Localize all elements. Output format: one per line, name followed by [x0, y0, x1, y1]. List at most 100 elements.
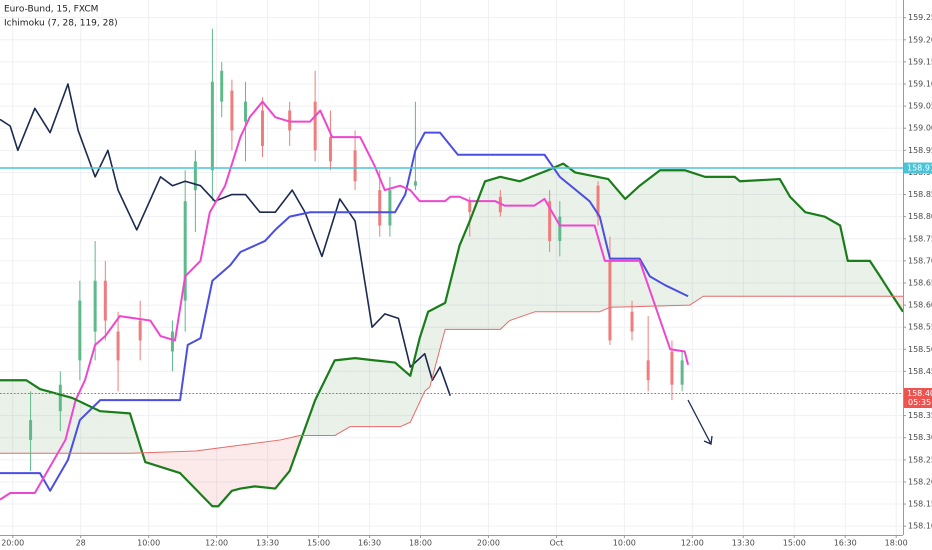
candle-body [313, 101, 317, 151]
cloud-segment [20, 380, 23, 454]
cloud-segment [426, 311, 429, 390]
cloud-segment [93, 407, 96, 454]
candle-body [646, 360, 650, 381]
cloud-segment [839, 225, 841, 297]
cloud-segment [208, 449, 211, 505]
cloud-segment [334, 360, 337, 436]
cloud-segment [474, 205, 476, 330]
cloud-segment [762, 179, 765, 297]
y-tick-label: 158.10 [908, 522, 932, 531]
cloud-segment [282, 439, 284, 481]
cloud-segment [553, 166, 556, 312]
x-tick-label: 12:00 [681, 539, 704, 548]
cloud-segment [873, 266, 875, 297]
cloud-segment [74, 399, 77, 454]
cloud-segment [132, 421, 135, 454]
cloud-segment [161, 452, 164, 468]
candle-body [388, 190, 392, 226]
cloud-segment [115, 412, 118, 454]
cloud-segment [630, 192, 633, 307]
indicator-title: Ichimoku (7, 28, 119, 28) [4, 19, 118, 29]
cloud-segment [445, 296, 447, 330]
cloud-segment [628, 194, 631, 307]
cloud-segment [402, 369, 405, 426]
cloud-segment [450, 275, 452, 330]
cloud-segment [79, 401, 82, 454]
cloud-segment [40, 389, 43, 454]
y-tick-label: 159.25 [908, 13, 932, 22]
cloud-segment [409, 372, 412, 423]
cloud-segment [193, 450, 196, 489]
cloud-segment [815, 214, 818, 297]
cloud-segment [664, 170, 666, 306]
cloud-segment [428, 310, 430, 389]
cloud-segment [90, 406, 92, 454]
cloud-segment [801, 208, 804, 297]
cloud-segment [791, 198, 794, 297]
cloud-segment [259, 442, 262, 488]
cloud-segment [727, 176, 729, 297]
cloud-segment [852, 260, 855, 297]
cloud-segment [620, 192, 622, 308]
cloud-segment [565, 165, 568, 312]
time-axis [0, 535, 932, 550]
indicator-line [0, 131, 689, 492]
cloud-segment [633, 189, 636, 307]
cloud-segment [737, 179, 740, 297]
y-tick-label: 158.75 [908, 234, 932, 243]
cloud-segment [530, 176, 532, 314]
cloud-segment [86, 404, 89, 454]
cloud-segment [236, 445, 238, 490]
cloud-segment [830, 220, 833, 297]
cloud-segment [710, 176, 712, 297]
cloud-segment [275, 440, 277, 489]
candle-body [29, 420, 33, 440]
cloud-segment [686, 170, 689, 306]
cloud-segment [285, 438, 288, 477]
cloud-segment [390, 362, 393, 427]
cloud-segment [621, 194, 624, 307]
y-tick-label: 158.85 [908, 190, 932, 199]
cloud-segment [813, 214, 816, 297]
cloud-segment [625, 197, 627, 307]
cloud-segment [84, 403, 87, 454]
cloud-segment [287, 438, 289, 475]
cloud-segment [100, 411, 102, 454]
cloud-segment [265, 441, 267, 488]
x-tick-label: 18:00 [885, 539, 908, 548]
cloud-segment [750, 180, 753, 297]
cloud-segment [715, 176, 717, 297]
cloud-segment [793, 200, 796, 297]
cloud-segment [316, 394, 318, 436]
cloud-segment [147, 452, 150, 464]
cloud-segment [509, 178, 512, 321]
cloud-segment [810, 213, 813, 297]
price-label: 158.91 [907, 164, 932, 173]
cloud-segment [696, 174, 699, 301]
cloud-segment [349, 358, 352, 427]
y-tick-label: 158.65 [908, 278, 932, 287]
y-tick-label: 159.20 [908, 35, 932, 44]
cloud-segment [45, 390, 48, 454]
cloud-segment [438, 305, 441, 355]
cloud-segment [242, 444, 245, 489]
cloud-segment [902, 296, 903, 312]
cloud-segment [606, 178, 609, 309]
cloud-segment [757, 180, 760, 297]
cloud-segment [747, 180, 750, 297]
cloud-segment [103, 411, 106, 454]
cloud-segment [842, 237, 845, 297]
y-tick-label: 159.00 [908, 124, 932, 133]
cloud-segment [321, 384, 323, 436]
cloud-segment [689, 171, 692, 306]
cloud-segment [524, 178, 527, 316]
cloud-segment [363, 359, 366, 427]
cloud-segment [511, 179, 514, 320]
cloud-segment [183, 451, 186, 479]
cloud-segment [638, 185, 641, 307]
cloud-segment [338, 359, 340, 434]
cloud-segment [798, 205, 801, 297]
candle-body [413, 181, 417, 186]
cloud-segment [691, 172, 694, 304]
